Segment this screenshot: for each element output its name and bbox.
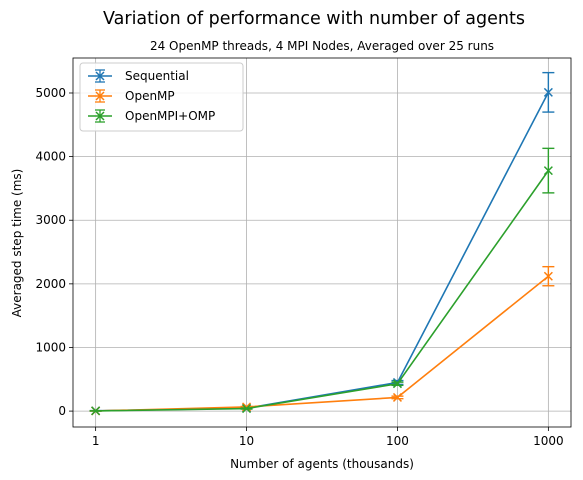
legend-marker bbox=[95, 71, 105, 81]
series-openmp bbox=[89, 265, 555, 416]
x-tick-label: 1 bbox=[92, 434, 100, 448]
x-tick-label: 10 bbox=[239, 434, 254, 448]
series-layer bbox=[89, 71, 555, 416]
plot-border bbox=[72, 57, 572, 428]
axis-ticks: 1 10 100 1000 0 1000 2000 3000 4000 5000 bbox=[35, 86, 563, 448]
legend-label: OpenMP bbox=[125, 89, 175, 103]
data-point-marker bbox=[543, 271, 553, 281]
y-tick-label: 5000 bbox=[35, 86, 66, 100]
data-point-marker bbox=[392, 379, 402, 389]
legend-marker bbox=[95, 111, 105, 121]
data-point-marker bbox=[543, 166, 553, 176]
y-tick-label: 1000 bbox=[35, 340, 66, 354]
chart-subtitle: 24 OpenMP threads, 4 MPI Nodes, Averaged… bbox=[150, 39, 494, 53]
y-axis-label: Averaged step time (ms) bbox=[10, 169, 24, 318]
y-tick-label: 2000 bbox=[35, 277, 66, 291]
series-line bbox=[95, 275, 549, 412]
data-point-marker bbox=[543, 87, 553, 97]
legend-box bbox=[79, 62, 244, 132]
y-tick-label: 3000 bbox=[35, 213, 66, 227]
y-tick-label: 4000 bbox=[35, 150, 66, 164]
legend-label: Sequential bbox=[125, 69, 189, 83]
legend-marker bbox=[95, 91, 105, 101]
series-line bbox=[95, 91, 550, 412]
data-point-marker bbox=[242, 404, 252, 414]
grid bbox=[73, 58, 571, 427]
legend-label: OpenMPI+OMP bbox=[125, 109, 215, 123]
legend: Sequential OpenMP OpenMPI+OMP bbox=[79, 62, 244, 132]
plot-frame bbox=[72, 57, 572, 428]
legend-item: OpenMP bbox=[88, 89, 175, 103]
series-openmpi-omp bbox=[89, 147, 555, 416]
data-point-marker bbox=[392, 392, 402, 402]
x-tick-label: 100 bbox=[386, 434, 409, 448]
x-tick-label: 1000 bbox=[533, 434, 564, 448]
legend-item: OpenMPI+OMP bbox=[88, 109, 215, 123]
legend-item: Sequential bbox=[88, 69, 189, 83]
chart-title: Variation of performance with number of … bbox=[103, 9, 525, 29]
y-tick-label: 0 bbox=[58, 404, 66, 418]
series-line bbox=[95, 170, 550, 412]
data-point-marker bbox=[91, 406, 101, 416]
x-axis-label: Number of agents (thousands) bbox=[230, 457, 414, 471]
